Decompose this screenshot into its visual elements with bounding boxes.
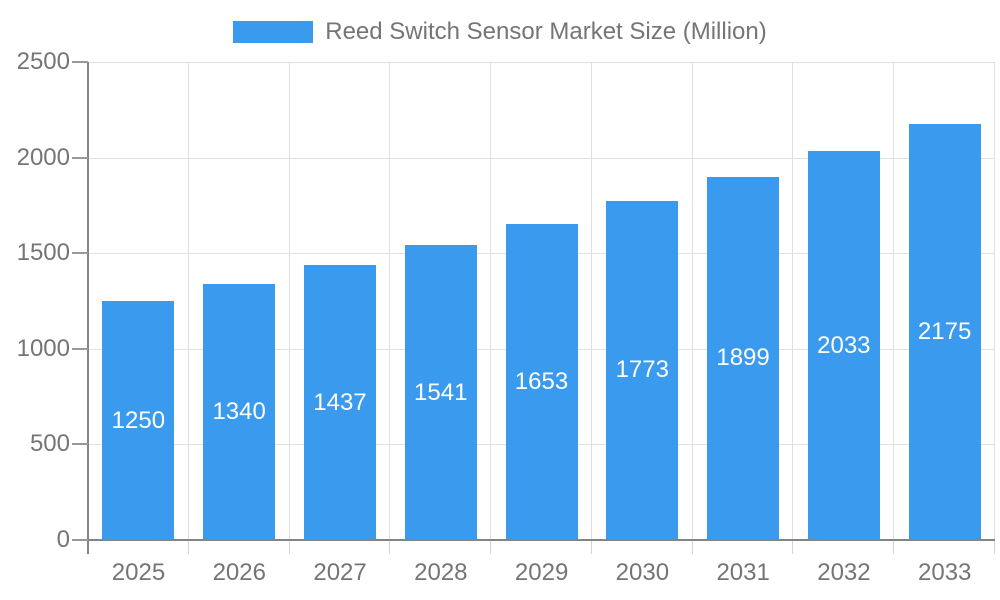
y-axis-tick-label: 0 (56, 526, 70, 553)
y-axis-tick-label: 2000 (16, 143, 70, 171)
x-axis-tick (893, 541, 895, 554)
y-axis-tick-label: 500 (29, 430, 70, 458)
bar-value-label: 1541 (414, 378, 468, 406)
x-axis-tick-label: 2026 (212, 559, 266, 586)
bar-value-label: 1773 (615, 356, 669, 384)
x-axis-tick-label: 2029 (514, 559, 569, 586)
bar-2030[interactable]: 1773 (606, 201, 679, 540)
bar-2033[interactable]: 2175 (908, 124, 981, 540)
y-axis-tick (72, 443, 88, 446)
bar-2026[interactable]: 1340 (203, 283, 276, 540)
x-axis-tick (691, 541, 693, 554)
bar-2029[interactable]: 1653 (505, 223, 578, 540)
y-axis-line (87, 62, 89, 540)
x-axis-tick (792, 541, 794, 554)
bar-value-label: 2033 (817, 331, 871, 359)
y-axis-tick (72, 539, 88, 541)
y-axis-tick-label: 1000 (16, 334, 70, 362)
gridline-vertical (288, 62, 290, 540)
x-axis-tick (87, 541, 89, 554)
gridline-horizontal (88, 157, 995, 159)
bar-value-label: 1653 (514, 367, 569, 395)
bar-value-label: 1437 (313, 388, 367, 416)
bar-2025[interactable]: 1250 (102, 301, 175, 540)
x-axis-tick-label: 2025 (111, 559, 166, 586)
gridline-vertical (187, 62, 189, 540)
x-axis-tick (490, 541, 492, 554)
x-axis-tick-label: 2031 (716, 559, 770, 586)
x-axis-tick (389, 541, 391, 554)
bar-2032[interactable]: 2033 (807, 151, 880, 540)
gridline-vertical (893, 62, 895, 540)
gridline-horizontal (88, 62, 995, 63)
x-axis-tick-label: 2027 (313, 559, 367, 586)
gridline-vertical (490, 62, 492, 540)
y-axis-tick (72, 252, 88, 255)
x-axis-tick (590, 541, 592, 554)
y-axis-tick (72, 347, 88, 350)
gridline-vertical (590, 62, 592, 540)
y-axis-tick (72, 156, 88, 159)
legend-label: Reed Switch Sensor Market Size (Million) (325, 18, 767, 45)
x-axis-tick (288, 541, 290, 554)
x-axis-tick-label: 2028 (414, 559, 468, 586)
gridline-vertical (691, 62, 693, 540)
bar-value-label: 1340 (212, 397, 266, 425)
bar-2028[interactable]: 1541 (404, 245, 477, 540)
x-axis-line (88, 539, 995, 541)
x-axis-tick (994, 541, 995, 554)
x-axis-tick-label: 2033 (918, 559, 972, 586)
chart-legend-item[interactable]: Reed Switch Sensor Market Size (Million) (0, 18, 1000, 46)
y-axis-tick-label: 1500 (16, 239, 70, 267)
legend-swatch-icon (233, 21, 314, 43)
bar-2027[interactable]: 1437 (303, 265, 376, 540)
bar-value-label: 2175 (917, 318, 972, 346)
bar-2031[interactable]: 1899 (707, 176, 780, 540)
x-axis-tick-label: 2030 (615, 559, 670, 586)
plot-area: 1250 1340 1437 1541 1653 1773 1899 2033 2175 (87, 62, 995, 541)
x-axis-tick (187, 541, 189, 554)
y-axis-tick (72, 61, 88, 63)
x-axis-tick-label: 2032 (817, 559, 871, 586)
gridline-vertical (994, 62, 995, 540)
gridline-vertical (389, 62, 391, 540)
y-axis-tick-label: 2500 (16, 48, 70, 75)
gridline-vertical (792, 62, 794, 540)
bar-value-label: 1899 (716, 344, 770, 372)
bar-value-label: 1250 (111, 406, 166, 434)
